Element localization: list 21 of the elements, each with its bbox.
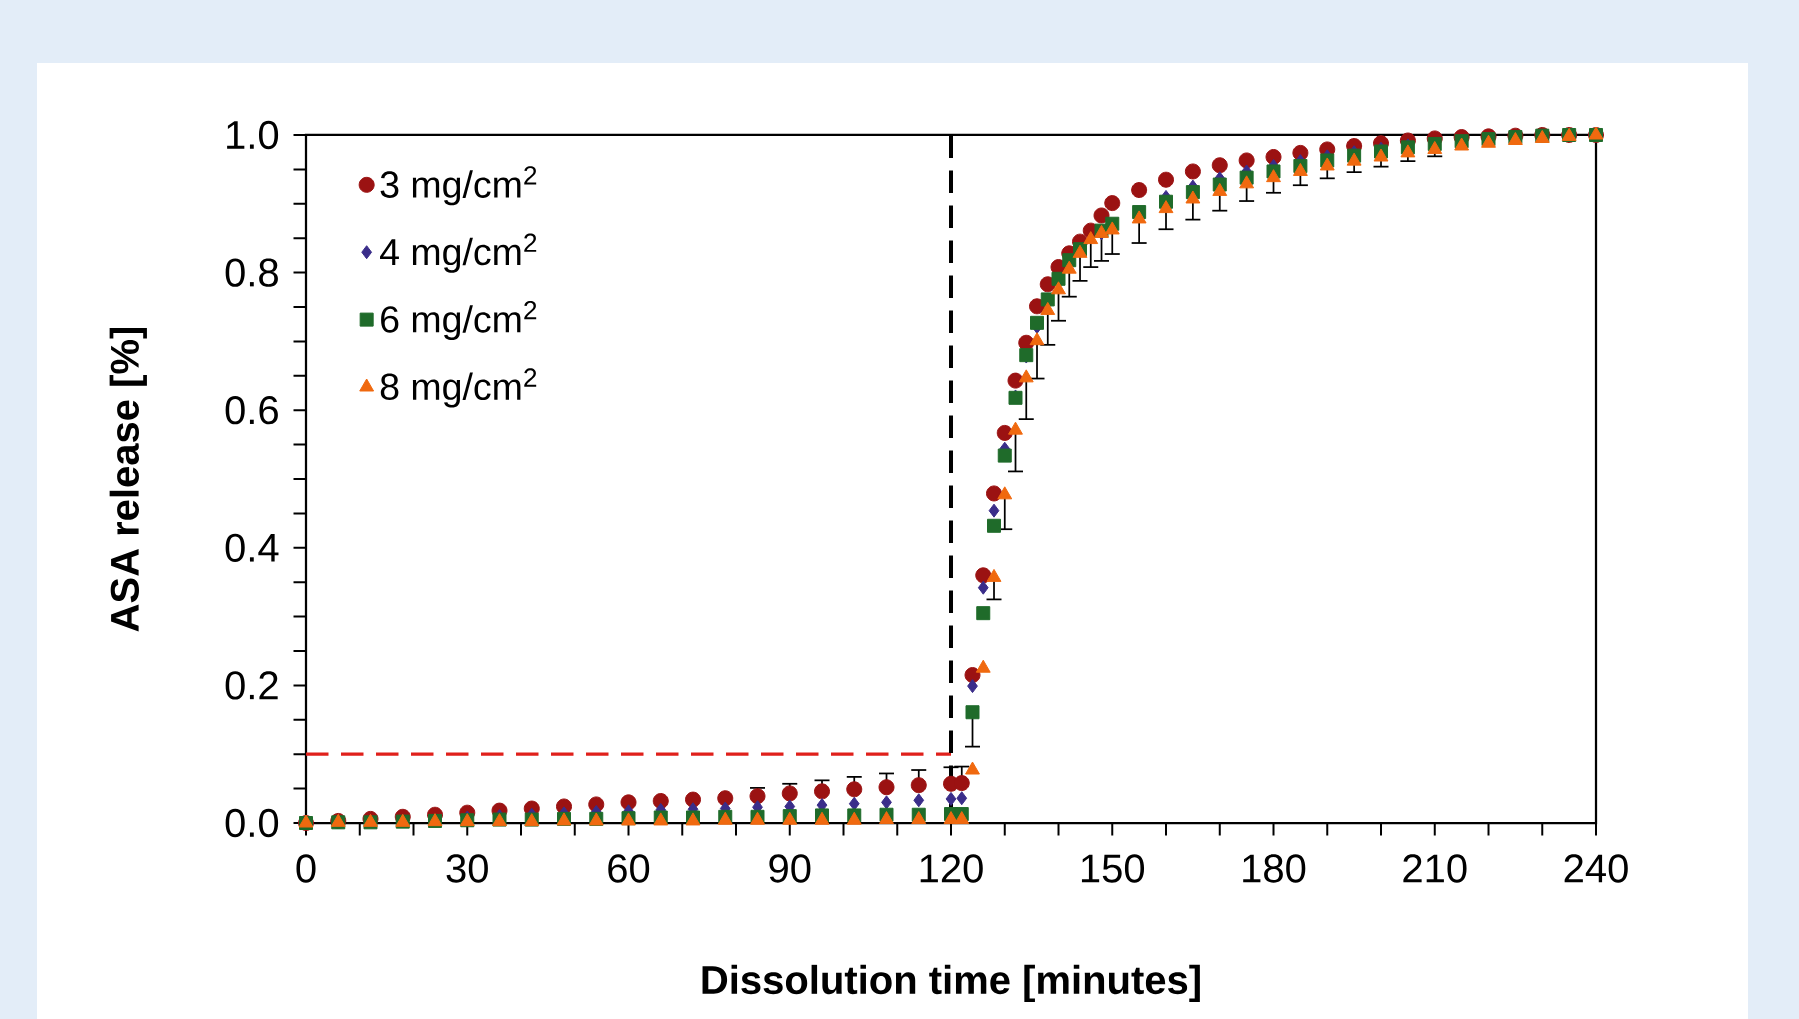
x-tick-label: 180 [1243,854,1306,883]
legend-label: 3 mg/cm$^{2}$ [380,166,537,206]
x-tick-label: 30 [446,854,488,883]
legend-label: 6 mg/cm$^{2}$ [381,300,537,341]
y-tick-label: 0.8 [225,258,278,287]
legend-label: 8 mg/cm$^{2}$ [380,368,537,408]
x-axis-title: Dissolution time [minutes] [702,964,1200,1003]
x-tick-label: 120 [920,854,983,883]
x-tick-label: 0 [296,854,316,883]
x-tick-label: 210 [1403,854,1467,883]
x-tick-label: 60 [608,854,650,883]
legend-label: 4 mg/cm$^{2}$ [380,233,537,273]
y-tick-label: 0.4 [225,533,279,562]
y-tick-label: 0.2 [225,671,278,700]
y-tick-label: 0.6 [225,396,278,425]
x-tick-label: 240 [1564,854,1628,883]
x-tick-label: 90 [769,854,811,883]
y-axis-title: ASA release [%] [109,327,147,632]
y-tick-label: 1.0 [227,120,279,150]
x-tick-label: 150 [1081,854,1145,883]
y-tick-label: 0.0 [225,808,279,838]
